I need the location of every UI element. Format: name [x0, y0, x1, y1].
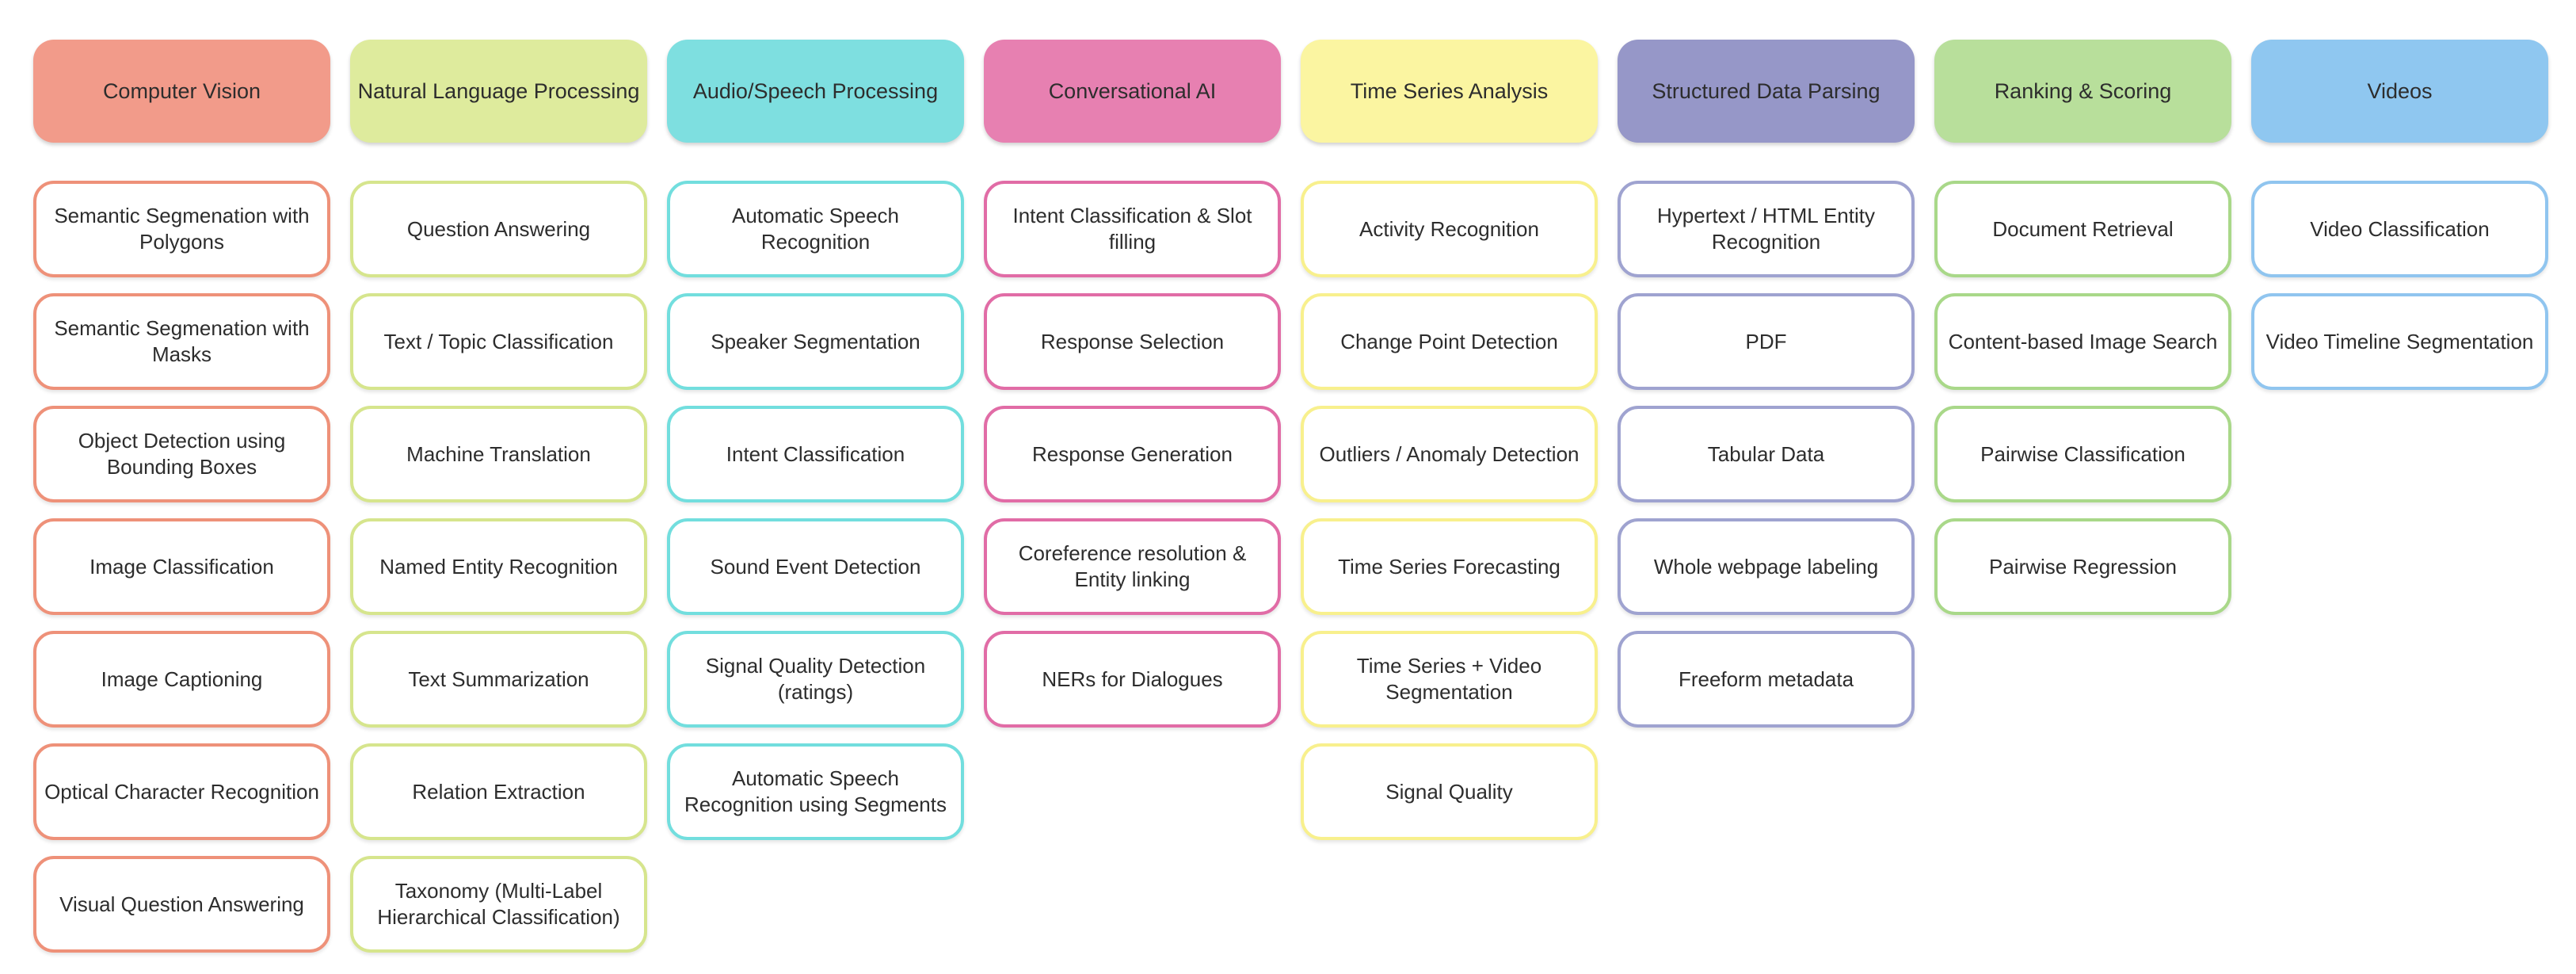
task-card-ners-for-dialogues: NERs for Dialogues [984, 631, 1281, 728]
column-ranking-scoring: Ranking & Scoring Document Retrieval Con… [1934, 40, 2231, 968]
task-card-taxonomy-multilabel-hierarchical: Taxonomy (Multi-Label Hierarchical Class… [350, 856, 647, 953]
task-card-video-timeline-segmentation: Video Timeline Segmentation [2251, 293, 2548, 390]
task-card-coreference-resolution-entity-linking: Coreference resolution & Entity linking [984, 518, 1281, 615]
task-card-question-answering: Question Answering [350, 181, 647, 277]
category-header-audio-speech-processing: Audio/Speech Processing [667, 40, 964, 143]
task-card-outliers-anomaly-detection: Outliers / Anomaly Detection [1301, 406, 1598, 502]
category-header-computer-vision: Computer Vision [33, 40, 330, 143]
task-card-optical-character-recognition: Optical Character Recognition [33, 743, 330, 840]
column-videos: Videos Video Classification Video Timeli… [2251, 40, 2548, 968]
task-card-semantic-segmentation-polygons: Semantic Segmenation with Polygons [33, 181, 330, 277]
column-natural-language-processing: Natural Language Processing Question Ans… [350, 40, 647, 968]
task-card-asr-using-segments: Automatic Speech Recognition using Segme… [667, 743, 964, 840]
category-header-time-series-analysis: Time Series Analysis [1301, 40, 1598, 143]
task-card-speaker-segmentation: Speaker Segmentation [667, 293, 964, 390]
task-card-intent-classification-slot-filling: Intent Classification & Slot filling [984, 181, 1281, 277]
category-header-natural-language-processing: Natural Language Processing [350, 40, 647, 143]
task-card-visual-question-answering: Visual Question Answering [33, 856, 330, 953]
task-card-video-classification: Video Classification [2251, 181, 2548, 277]
column-audio-speech-processing: Audio/Speech Processing Automatic Speech… [667, 40, 964, 968]
task-card-machine-translation: Machine Translation [350, 406, 647, 502]
task-card-pairwise-regression: Pairwise Regression [1934, 518, 2231, 615]
task-card-response-generation: Response Generation [984, 406, 1281, 502]
task-card-automatic-speech-recognition: Automatic Speech Recognition [667, 181, 964, 277]
column-computer-vision: Computer Vision Semantic Segmenation wit… [33, 40, 330, 968]
task-card-signal-quality-detection-ratings: Signal Quality Detection (ratings) [667, 631, 964, 728]
category-header-structured-data-parsing: Structured Data Parsing [1618, 40, 1915, 143]
task-card-freeform-metadata: Freeform metadata [1618, 631, 1915, 728]
category-header-ranking-scoring: Ranking & Scoring [1934, 40, 2231, 143]
column-time-series-analysis: Time Series Analysis Activity Recognitio… [1301, 40, 1598, 968]
task-card-named-entity-recognition: Named Entity Recognition [350, 518, 647, 615]
task-card-change-point-detection: Change Point Detection [1301, 293, 1598, 390]
task-card-response-selection: Response Selection [984, 293, 1281, 390]
task-card-text-topic-classification: Text / Topic Classification [350, 293, 647, 390]
task-card-intent-classification: Intent Classification [667, 406, 964, 502]
task-card-hypertext-html-entity-recognition: Hypertext / HTML Entity Recognition [1618, 181, 1915, 277]
task-card-image-classification: Image Classification [33, 518, 330, 615]
task-card-document-retrieval: Document Retrieval [1934, 181, 2231, 277]
task-card-object-detection-bounding-boxes: Object Detection using Bounding Boxes [33, 406, 330, 502]
task-card-activity-recognition: Activity Recognition [1301, 181, 1598, 277]
task-card-pdf: PDF [1618, 293, 1915, 390]
task-card-signal-quality: Signal Quality [1301, 743, 1598, 840]
task-card-tabular-data: Tabular Data [1618, 406, 1915, 502]
category-header-conversational-ai: Conversational AI [984, 40, 1281, 143]
task-card-image-captioning: Image Captioning [33, 631, 330, 728]
task-card-sound-event-detection: Sound Event Detection [667, 518, 964, 615]
column-conversational-ai: Conversational AI Intent Classification … [984, 40, 1281, 968]
task-card-text-summarization: Text Summarization [350, 631, 647, 728]
task-card-relation-extraction: Relation Extraction [350, 743, 647, 840]
task-card-content-based-image-search: Content-based Image Search [1934, 293, 2231, 390]
task-card-whole-webpage-labeling: Whole webpage labeling [1618, 518, 1915, 615]
category-header-videos: Videos [2251, 40, 2548, 143]
task-card-time-series-forecasting: Time Series Forecasting [1301, 518, 1598, 615]
column-structured-data-parsing: Structured Data Parsing Hypertext / HTML… [1618, 40, 1915, 968]
task-card-time-series-video-segmentation: Time Series + Video Segmentation [1301, 631, 1598, 728]
task-card-pairwise-classification: Pairwise Classification [1934, 406, 2231, 502]
task-card-semantic-segmentation-masks: Semantic Segmenation with Masks [33, 293, 330, 390]
